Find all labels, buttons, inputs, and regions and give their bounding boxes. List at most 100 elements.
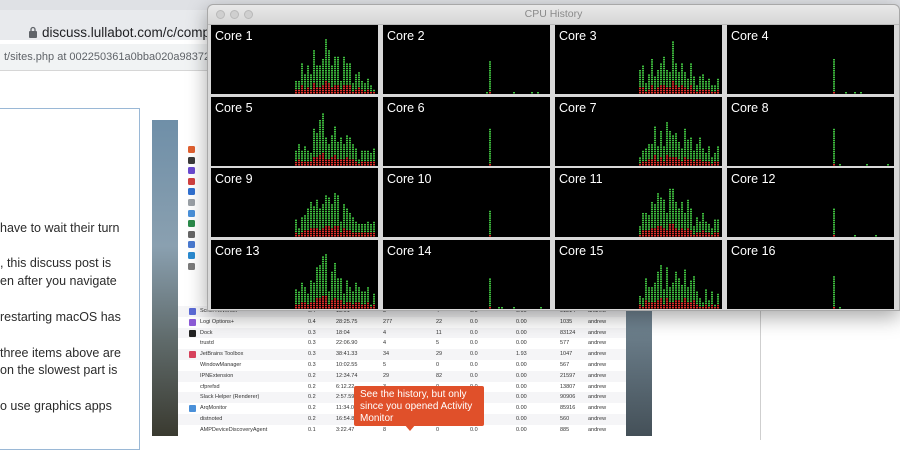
history-tick	[663, 63, 665, 65]
history-tick	[690, 284, 692, 286]
history-tick	[675, 286, 677, 289]
history-tick	[833, 161, 835, 163]
history-tick	[307, 89, 309, 92]
history-tick	[301, 72, 303, 74]
history-tick	[319, 291, 321, 293]
history-tick	[334, 161, 336, 163]
history-tick	[331, 81, 333, 83]
history-tick	[833, 139, 835, 141]
history-tick	[708, 78, 710, 81]
history-tick	[648, 224, 650, 226]
process-row[interactable]: Logi Options+ 0.4 28:25.75 277 22 0.0 0.00 1035…	[178, 316, 626, 328]
history-tick	[669, 197, 671, 200]
history-tick	[328, 206, 330, 208]
history-tick	[693, 228, 695, 230]
history-tick	[337, 59, 339, 61]
history-tick	[355, 87, 357, 90]
history-tick	[319, 85, 321, 87]
history-tick	[328, 306, 330, 308]
history-tick	[651, 72, 653, 74]
history-tick	[343, 302, 345, 304]
history-tick	[675, 161, 677, 163]
history-tick	[304, 226, 306, 228]
bookmark-item[interactable]: t/sites.php at 002250361a0bba020a9837299…	[4, 51, 228, 63]
history-tick	[833, 284, 835, 286]
history-tick	[660, 306, 662, 308]
history-tick	[648, 217, 650, 219]
history-tick	[672, 206, 674, 208]
process-threads: 3	[383, 308, 387, 314]
close-button[interactable]	[216, 10, 225, 19]
history-tick	[313, 92, 315, 94]
history-tick	[513, 92, 515, 94]
history-tick	[642, 159, 644, 161]
history-tick	[316, 85, 318, 87]
history-tick	[346, 83, 348, 85]
history-tick	[334, 213, 336, 215]
process-row[interactable]: trustd 0.3 22:06.90 4 5 0.0 0.00 577 andrew	[178, 338, 626, 350]
history-tick	[355, 221, 357, 224]
history-tick	[693, 293, 695, 295]
history-tick	[705, 154, 707, 157]
history-tick	[657, 92, 659, 94]
history-tick	[714, 154, 716, 157]
minimize-button[interactable]	[230, 10, 239, 19]
history-tick	[648, 235, 650, 237]
history-tick	[833, 148, 835, 150]
process-row[interactable]: WindowManager 0.3 10:02.55 5 0 0.0 0.00 567 andr…	[178, 360, 626, 371]
history-tick	[313, 54, 315, 57]
history-tick	[675, 132, 677, 135]
history-tick	[373, 293, 375, 295]
history-tick	[325, 295, 327, 297]
history-tick	[672, 191, 674, 193]
history-tick	[675, 204, 677, 206]
core-label: Core 1	[215, 29, 253, 43]
window-titlebar[interactable]: CPU History	[208, 5, 899, 25]
history-tick	[325, 195, 327, 197]
process-cpu: 0.2	[308, 383, 316, 390]
process-row[interactable]: Scroll Reverser 0.4 13:01 3 4 0.0 0.00 91214 and…	[178, 306, 626, 317]
process-pid: 885	[560, 426, 570, 433]
history-tick	[705, 226, 707, 228]
history-tick	[708, 145, 710, 148]
process-name: cfprefsd	[200, 383, 220, 390]
history-tick	[370, 163, 372, 165]
process-row[interactable]: IPNExtension 0.2 12:34.74 29 82 0.0 0.00 21597 a…	[178, 370, 626, 382]
history-tick	[663, 59, 665, 61]
history-tick	[639, 72, 641, 74]
process-row[interactable]: JetBrains Toolbox 0.3 38:41.33 34 29 0.0 1.93 1…	[178, 349, 626, 361]
history-tick	[699, 302, 701, 304]
history-tick	[699, 143, 701, 146]
history-tick	[675, 137, 677, 139]
history-tick	[669, 297, 671, 300]
history-tick	[325, 150, 327, 152]
history-tick	[642, 76, 644, 79]
history-tick	[684, 282, 686, 284]
process-gputime: 0.00	[516, 340, 527, 347]
zoom-button[interactable]	[244, 10, 253, 19]
history-tick	[334, 156, 336, 159]
process-gpu: 0.0	[470, 340, 478, 347]
history-tick	[657, 152, 659, 154]
post-text-line: , this discuss post is	[0, 256, 112, 270]
history-tick	[361, 302, 363, 304]
history-tick	[660, 87, 662, 90]
process-row[interactable]: AMPDeviceDiscoveryAgent 0.1 3:22.47 8 0 0.0 0.…	[178, 424, 626, 436]
history-tick	[313, 150, 315, 152]
history-tick	[702, 217, 704, 219]
history-tick	[358, 83, 360, 85]
history-tick	[367, 154, 369, 157]
history-tick	[334, 288, 336, 291]
history-tick	[373, 159, 375, 161]
history-tick	[355, 284, 357, 286]
history-tick	[316, 213, 318, 215]
history-tick	[340, 143, 342, 146]
history-tick	[343, 306, 345, 308]
history-tick	[675, 297, 677, 300]
history-tick	[358, 235, 360, 237]
history-tick	[346, 87, 348, 90]
history-tick	[373, 156, 375, 159]
process-row[interactable]: Dock 0.3 18:04 4 11 0.0 0.00 83124 andrew	[178, 327, 626, 339]
url-text[interactable]: discuss.lullabot.com/c/computin	[42, 25, 232, 40]
history-tick	[702, 89, 704, 92]
